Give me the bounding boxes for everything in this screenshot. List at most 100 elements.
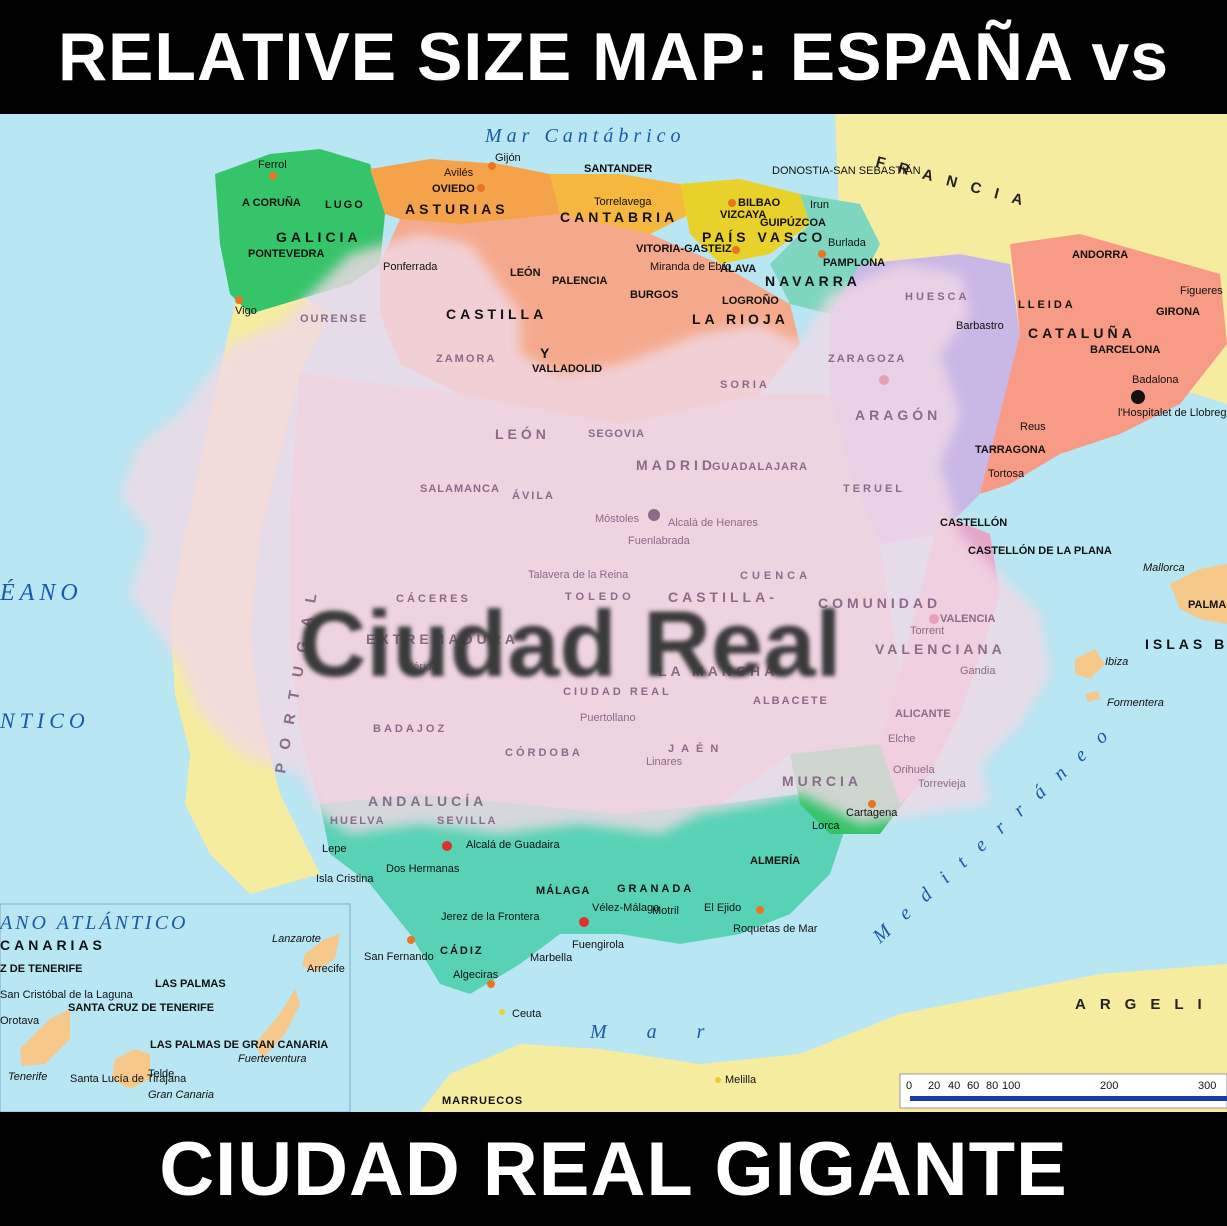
sea-canarias-ocean: ANO ATLÁNTICO — [0, 911, 188, 934]
city-figueres: Figueres — [1180, 285, 1223, 297]
city-fuengirola: Fuengirola — [572, 939, 625, 951]
city-labels: Ferrol Gijón Avilés Vigo Ponferrada Torr… — [0, 152, 1227, 1101]
city-melilla: Melilla — [725, 1074, 757, 1086]
city-isla-cristina: Isla Cristina — [316, 873, 374, 885]
province-guipuzcoa: GUIPÚZCOA — [760, 216, 826, 229]
island-mallorca — [1170, 564, 1227, 624]
island-formentera — [1085, 691, 1100, 702]
island-gran-canaria — [112, 1049, 150, 1089]
city-orotava: Orotava — [0, 1015, 40, 1027]
city-santa-lucia: Santa Lucía de Tirajana — [70, 1073, 187, 1085]
province-leon: LEÓN — [510, 266, 541, 279]
region-label-la-rioja: LA RIOJA — [692, 311, 789, 327]
province-cordoba: CÓRDOBA — [505, 746, 583, 759]
city-fuenlabrada: Fuenlabrada — [628, 535, 691, 547]
city-hospitalet: l'Hospitalet de Llobregat — [1118, 407, 1227, 419]
province-soria: SORIA — [720, 379, 770, 391]
region-label-aragon: ARAGÓN — [855, 406, 941, 423]
region-label-murcia: MURCIA — [782, 773, 862, 789]
city-roquetas: Roquetas de Mar — [733, 923, 818, 935]
region-label-extremadura: EXTREMADURA — [366, 631, 519, 647]
scale-tick-0: 0 — [906, 1080, 912, 1092]
province-almeria: ALMERÍA — [750, 854, 800, 867]
region-label-galicia: GALICIA — [276, 229, 362, 245]
marker-vigo — [235, 296, 243, 304]
province-sevilla: SEVILLA — [437, 815, 497, 827]
city-jerez: Jerez de la Frontera — [441, 911, 540, 923]
province-badajoz: BADAJOZ — [373, 723, 447, 735]
city-puertollano: Puertollano — [580, 712, 636, 724]
province-pontevedra: PONTEVEDRA — [248, 248, 324, 260]
country-andorra: ANDORRA — [1072, 249, 1128, 261]
province-guadalajara: GUADALAJARA — [712, 461, 808, 473]
marker-cadiz — [407, 936, 415, 944]
province-huesca: HUESCA — [905, 291, 969, 303]
region-label-madrid: MADRID — [636, 457, 716, 473]
scale-tick-300: 300 — [1198, 1080, 1216, 1092]
marker-barcelona — [1131, 390, 1145, 404]
city-elche: Elche — [888, 733, 916, 745]
marker-oviedo — [477, 184, 485, 192]
city-reus: Reus — [1020, 421, 1046, 433]
region-pais-vasco — [680, 179, 810, 264]
province-castellon: CASTELLÓN — [940, 516, 1007, 529]
province-lleida: LLEIDA — [1018, 299, 1076, 311]
scale-bar-stripe — [910, 1096, 1227, 1101]
city-san-fernando: San Fernando — [364, 951, 434, 963]
canarias-inset — [0, 903, 351, 1112]
bottom-title: CIUDAD REAL GIGANTE — [159, 1126, 1068, 1212]
province-valencia: VALENCIA — [940, 613, 995, 625]
province-zamora: ZAMORA — [436, 353, 496, 365]
province-albacete: ALBACETE — [753, 695, 829, 707]
province-santander: SANTANDER — [584, 163, 652, 175]
region-label-leon: LEÓN — [495, 425, 550, 442]
city-algeciras: Algeciras — [453, 969, 499, 981]
city-mostoles: Móstoles — [595, 513, 640, 525]
city-gijon: Gijón — [495, 152, 521, 164]
marker-pamplona — [818, 250, 826, 258]
city-dos-hermanas: Dos Hermanas — [386, 863, 460, 875]
city-badalona: Badalona — [1132, 374, 1179, 386]
marker-vitoria — [732, 246, 740, 254]
sea-oceano: ÉANO — [0, 580, 83, 606]
city-talavera: Talavera de la Reina — [528, 569, 629, 581]
city-castellon-plana: CASTELLÓN DE LA PLANA — [968, 544, 1112, 557]
island-lanzarote — [302, 934, 340, 972]
city-mallorca: Mallorca — [1143, 562, 1185, 574]
island-ibiza — [1075, 649, 1105, 679]
province-girona: GIRONA — [1156, 306, 1200, 318]
province-segovia: SEGOVIA — [588, 428, 645, 440]
region-label-cataluna: CATALUÑA — [1028, 324, 1136, 341]
region-label-castilla-mancha-1: CASTILLA- — [668, 589, 778, 605]
top-title-banner: RELATIVE SIZE MAP: ESPAÑA vs — [0, 0, 1227, 114]
province-alava: ÁLAVA — [720, 262, 756, 275]
province-logrono: LOGROÑO — [722, 294, 779, 307]
city-z-tenerife: Z DE TENERIFE — [0, 963, 83, 975]
marker-almeria — [756, 906, 764, 914]
city-ceuta: Ceuta — [512, 1008, 542, 1020]
scale-bar: 0 20 40 60 80 100 200 300 — [899, 1073, 1227, 1109]
city-vigo: Vigo — [235, 305, 257, 317]
country-marruecos: MARRUECOS — [442, 1095, 523, 1107]
sea-mar-bottom: Mar — [589, 1021, 744, 1043]
province-pamplona: PAMPLONA — [823, 257, 885, 269]
city-torrelavega: Torrelavega — [594, 196, 652, 208]
city-ibiza: Ibiza — [1105, 656, 1128, 668]
marker-ceuta — [499, 1009, 505, 1015]
marker-a-coruna — [269, 172, 277, 180]
city-cartagena: Cartagena — [846, 807, 898, 819]
scale-tick-200: 200 — [1100, 1080, 1118, 1092]
sea-cantabrico: Mar Cantábrico — [484, 125, 686, 147]
scale-bar-box — [899, 1073, 1227, 1109]
city-miranda: Miranda de Ebro — [650, 261, 731, 273]
province-zaragoza: ZARAGOZA — [828, 353, 906, 365]
marker-malaga — [579, 917, 589, 927]
marker-sevilla — [442, 841, 452, 851]
city-lepe: Lepe — [322, 843, 346, 855]
marker-bilbao — [728, 199, 736, 207]
city-aviles: Avilés — [444, 167, 474, 179]
province-labels: A CORUÑA LUGO OURENSE PONTEVEDRA OVIEDO … — [68, 163, 1200, 1014]
province-lugo: LUGO — [325, 199, 365, 211]
region-label-andalucia: ANDALUCÍA — [368, 793, 487, 809]
province-ourense: OURENSE — [300, 313, 368, 325]
